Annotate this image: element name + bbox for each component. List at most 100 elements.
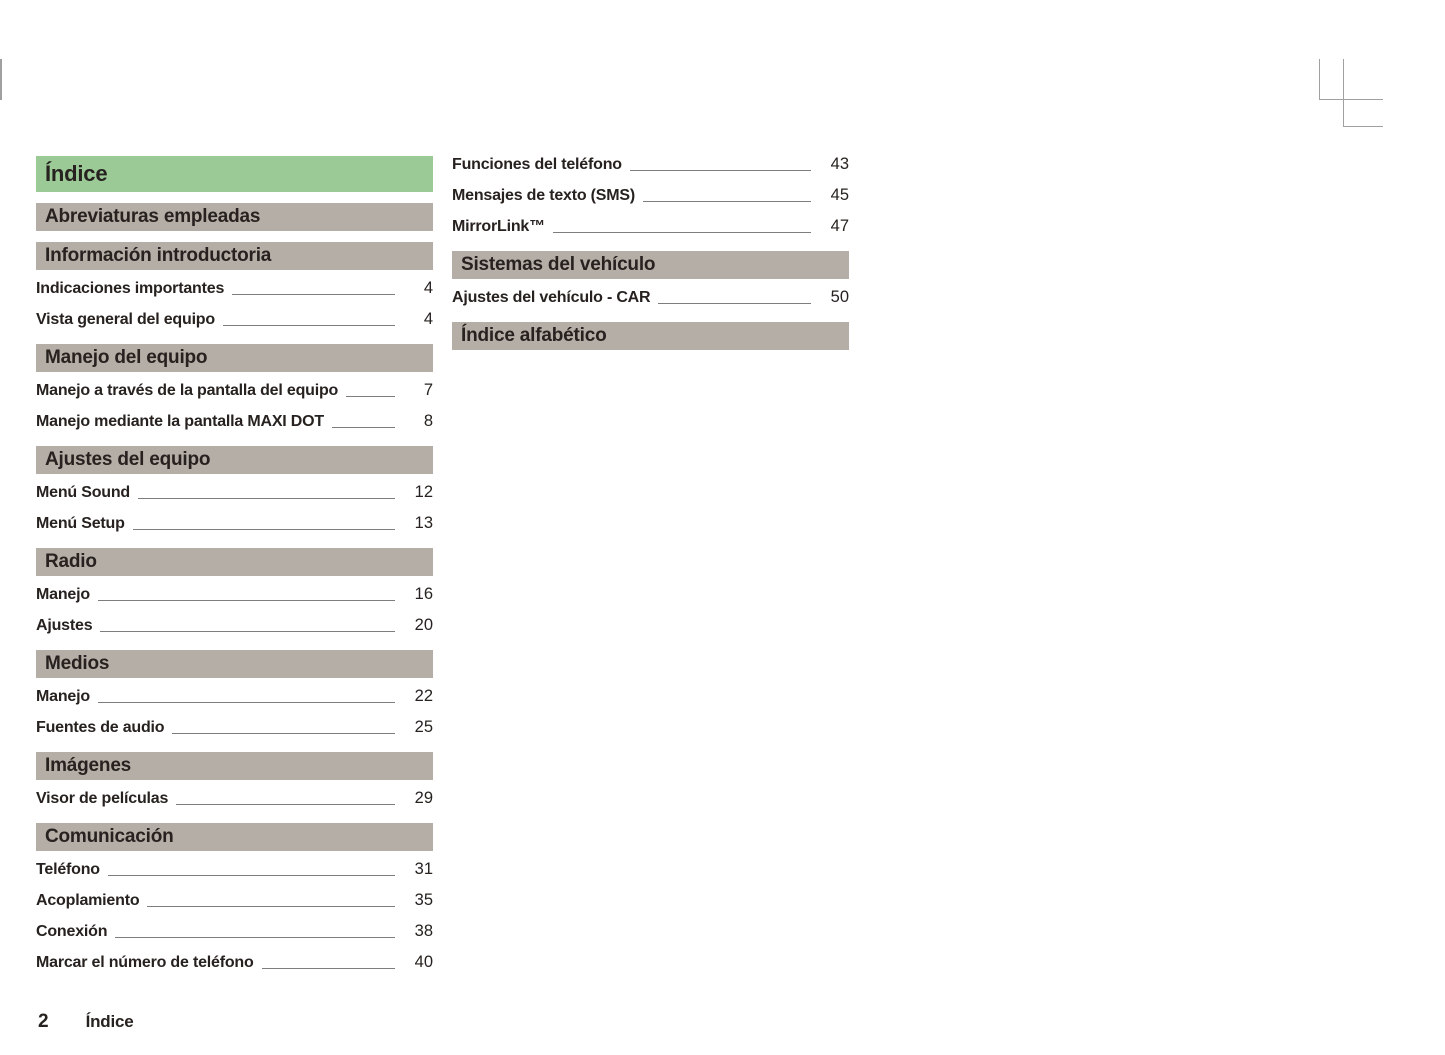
toc-entry-page: 45 xyxy=(830,186,849,204)
leader-line xyxy=(107,875,395,876)
toc-entry-label: MirrorLink™ xyxy=(452,218,545,235)
toc-entry-page: 25 xyxy=(414,718,433,736)
toc-title-label: Índice xyxy=(45,161,108,186)
leader-line xyxy=(658,303,811,304)
toc-entry[interactable]: Ajustes del vehículo - CAR 50 xyxy=(452,284,849,315)
leader-line xyxy=(176,804,395,805)
leader-line xyxy=(629,170,811,171)
toc-entry-page: 16 xyxy=(414,585,433,603)
toc-entry[interactable]: Ajustes 20 xyxy=(36,612,433,643)
leader-line xyxy=(331,427,395,428)
toc-entry[interactable]: Manejo mediante la pantalla MAXI DOT 8 xyxy=(36,408,433,439)
toc-entry-label: Ajustes del vehículo - CAR xyxy=(452,289,651,306)
toc-entry[interactable]: Visor de películas 29 xyxy=(36,785,433,816)
toc-entry-label: Fuentes de audio xyxy=(36,719,165,736)
leader-line xyxy=(97,600,395,601)
leader-line xyxy=(100,631,395,632)
toc-entry-page: 4 xyxy=(423,310,433,328)
leader-line xyxy=(346,396,395,397)
leader-line xyxy=(261,968,395,969)
toc-section-label: Imágenes xyxy=(45,755,132,776)
toc-section-header: Medios xyxy=(36,650,433,678)
left-edge-crop-mark xyxy=(0,59,2,100)
toc-entry-label: Funciones del teléfono xyxy=(452,156,622,173)
toc-section-header: Información introductoria xyxy=(36,242,433,270)
toc-entry[interactable]: Acoplamiento 35 xyxy=(36,887,433,918)
toc-entry[interactable]: Marcar el número de teléfono 40 xyxy=(36,949,433,980)
toc-section-label: Ajustes del equipo xyxy=(45,449,211,470)
page-number: 2 xyxy=(38,1011,49,1032)
toc-left-column: Índice Abreviaturas empleadas Información … xyxy=(36,156,433,980)
leader-line xyxy=(147,906,395,907)
toc-entry[interactable]: Manejo 22 xyxy=(36,683,433,714)
toc-entry-page: 12 xyxy=(414,483,433,501)
toc-section-label: Manejo del equipo xyxy=(45,347,208,368)
toc-section-label: Abreviaturas empleadas xyxy=(45,206,261,227)
toc-section-label: Sistemas del vehículo xyxy=(461,254,656,275)
toc-entry-label: Teléfono xyxy=(36,861,100,878)
toc-entry-label: Acoplamiento xyxy=(36,892,140,909)
toc-entry-page: 20 xyxy=(414,616,433,634)
toc-entry[interactable]: Menú Setup 13 xyxy=(36,510,433,541)
toc-right-column: Funciones del teléfono 43 Mensajes de text… xyxy=(452,151,849,350)
toc-entry-label: Visor de películas xyxy=(36,790,169,807)
toc-entry-page: 38 xyxy=(414,922,433,940)
leader-line xyxy=(115,937,395,938)
toc-section-header: Abreviaturas empleadas xyxy=(36,203,433,231)
toc-entry[interactable]: Indicaciones importantes 4 xyxy=(36,275,433,306)
footer-chapter-label: Índice xyxy=(85,1012,134,1031)
leader-line xyxy=(172,733,395,734)
toc-entry-page: 50 xyxy=(830,288,849,306)
toc-section-label: Comunicación xyxy=(45,826,174,847)
toc-entry-label: Vista general del equipo xyxy=(36,311,215,328)
toc-section-header: Ajustes del equipo xyxy=(36,446,433,474)
toc-entry-page: 35 xyxy=(414,891,433,909)
toc-entry-label: Indicaciones importantes xyxy=(36,280,225,297)
toc-entry-page: 8 xyxy=(423,412,433,430)
toc-entry[interactable]: Mensajes de texto (SMS) 45 xyxy=(452,182,849,213)
toc-entry-page: 47 xyxy=(830,217,849,235)
toc-entry-page: 29 xyxy=(414,789,433,807)
toc-section-label: Radio xyxy=(45,551,97,572)
toc-entry[interactable]: Manejo a través de la pantalla del equip… xyxy=(36,377,433,408)
toc-section-header: Comunicación xyxy=(36,823,433,851)
toc-entry[interactable]: Menú Sound 12 xyxy=(36,479,433,510)
toc-entry[interactable]: Funciones del teléfono 43 xyxy=(452,151,849,182)
toc-entry[interactable]: MirrorLink™ 47 xyxy=(452,213,849,244)
leader-line xyxy=(138,498,395,499)
toc-entry-label: Manejo xyxy=(36,586,90,603)
toc-entry-label: Ajustes xyxy=(36,617,93,634)
toc-section-header: Sistemas del vehículo xyxy=(452,251,849,279)
leader-line xyxy=(132,529,395,530)
toc-section-label: Información introductoria xyxy=(45,245,272,266)
toc-section-label: Medios xyxy=(45,653,110,674)
top-right-crop-mark-outer xyxy=(1319,59,1383,100)
toc-entry-page: 4 xyxy=(423,279,433,297)
toc-entry[interactable]: Manejo 16 xyxy=(36,581,433,612)
leader-line xyxy=(222,325,395,326)
toc-entry[interactable]: Teléfono 31 xyxy=(36,856,433,887)
toc-section-label: Índice alfabético xyxy=(461,325,607,346)
toc-entry-label: Marcar el número de teléfono xyxy=(36,954,254,971)
toc-entry[interactable]: Fuentes de audio 25 xyxy=(36,714,433,745)
toc-entry-page: 13 xyxy=(414,514,433,532)
toc-entry-page: 22 xyxy=(414,687,433,705)
leader-line xyxy=(552,232,811,233)
toc-entry-label: Conexión xyxy=(36,923,108,940)
toc-entry-page: 7 xyxy=(423,381,433,399)
toc-section-header: Radio xyxy=(36,548,433,576)
toc-entry[interactable]: Vista general del equipo 4 xyxy=(36,306,433,337)
toc-entry-label: Manejo mediante la pantalla MAXI DOT xyxy=(36,413,324,430)
toc-entry[interactable]: Conexión 38 xyxy=(36,918,433,949)
toc-section-header: Índice alfabético xyxy=(452,322,849,350)
toc-entry-label: Menú Sound xyxy=(36,484,130,501)
top-right-crop-mark-inner xyxy=(1343,59,1383,127)
toc-entry-label: Manejo xyxy=(36,688,90,705)
toc-entry-page: 40 xyxy=(414,953,433,971)
toc-title-bar: Índice xyxy=(36,156,433,192)
leader-line xyxy=(643,201,811,202)
toc-entry-page: 31 xyxy=(414,860,433,878)
page-footer: 2 Índice xyxy=(38,1011,134,1033)
leader-line xyxy=(232,294,395,295)
